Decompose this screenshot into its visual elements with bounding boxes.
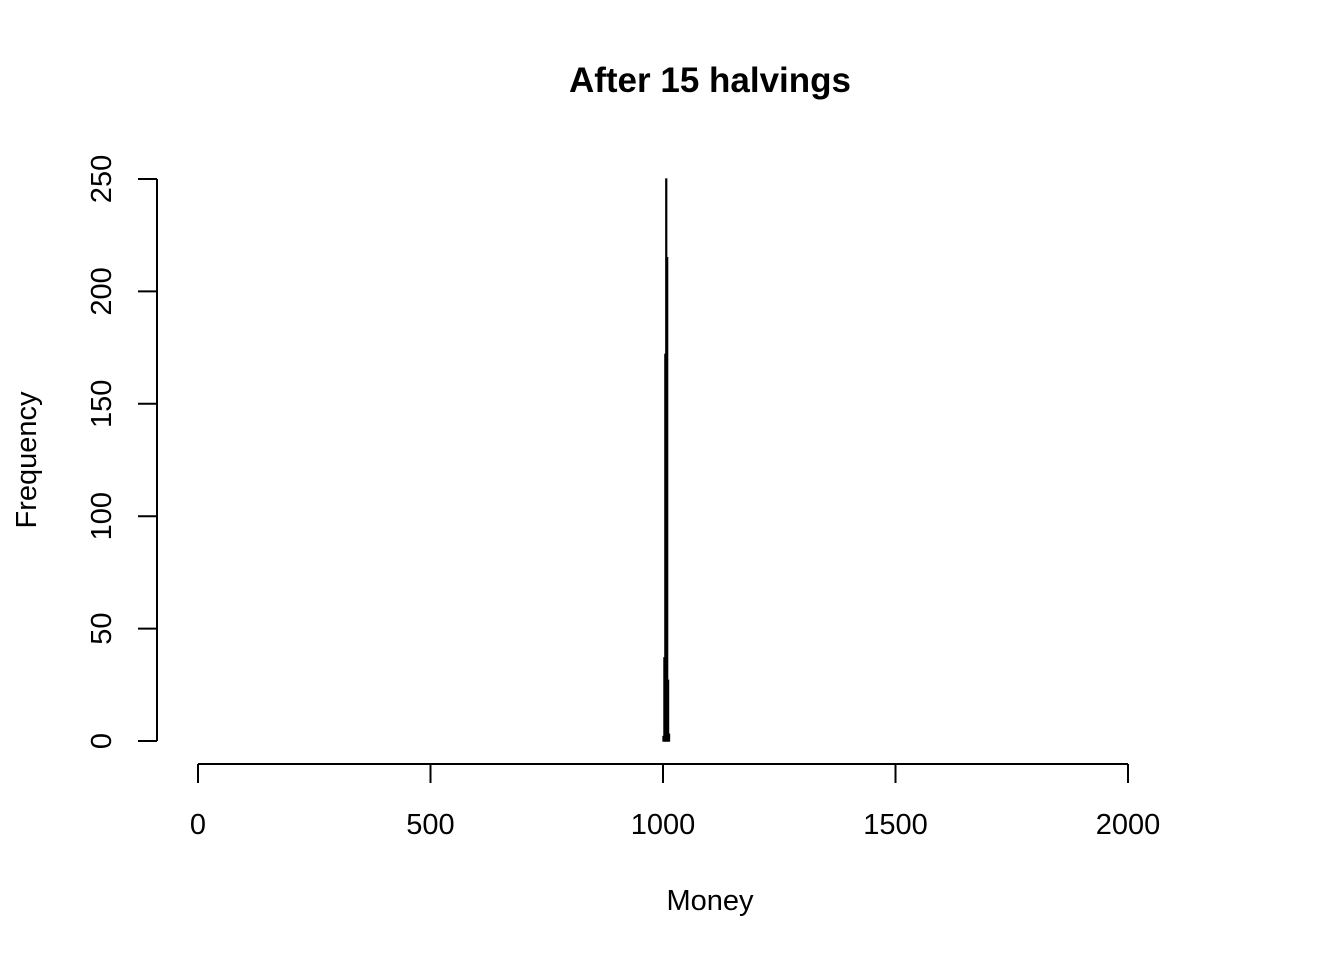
y-tick-label: 200 — [86, 267, 118, 315]
y-tick-label: 100 — [86, 492, 118, 540]
histogram-bar — [666, 257, 669, 742]
y-tick-label: 150 — [86, 380, 118, 428]
histogram-bar — [667, 733, 671, 742]
x-axis: 0 500 1000 1500 2000 — [190, 763, 1161, 841]
y-tick-label: 50 — [86, 612, 118, 644]
chart-title: After 15 halvings — [569, 61, 851, 100]
y-tick-label: 250 — [86, 155, 118, 203]
y-axis-label: Frequency — [11, 391, 43, 529]
x-tick-label: 2000 — [1096, 809, 1161, 841]
x-tick-label: 500 — [406, 809, 454, 841]
x-tick-label: 0 — [190, 809, 206, 841]
y-axis: 0 50 100 150 200 250 — [86, 155, 158, 749]
x-tick-label: 1000 — [631, 809, 696, 841]
y-tick-label: 0 — [86, 733, 118, 749]
x-axis-label: Money — [666, 885, 754, 917]
histogram-bars — [662, 178, 671, 742]
x-tick-label: 1500 — [863, 809, 928, 841]
histogram-bar — [667, 679, 670, 742]
